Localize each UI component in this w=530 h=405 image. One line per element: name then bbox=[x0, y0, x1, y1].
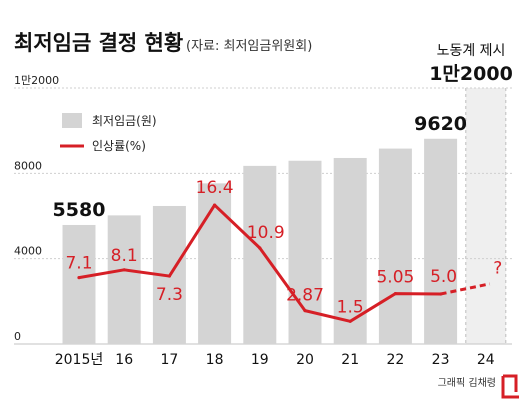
x-tick-label: 17 bbox=[160, 352, 178, 368]
x-tick-label: 23 bbox=[432, 352, 450, 368]
y-axis-ticks: 0 4000 8000 1만2000 bbox=[14, 74, 59, 343]
wage-bar bbox=[424, 138, 458, 344]
x-tick-label: 18 bbox=[206, 352, 224, 368]
y-tick-label: 0 bbox=[14, 330, 21, 343]
wage-bar-label: 9620 bbox=[414, 113, 467, 135]
wage-bar bbox=[198, 183, 232, 344]
wage-bar bbox=[107, 215, 141, 344]
y-tick-label: 4000 bbox=[14, 245, 42, 258]
y-tick-label: 1만2000 bbox=[14, 74, 59, 87]
rate-label: 16.4 bbox=[196, 178, 234, 198]
logo-icon bbox=[501, 374, 519, 399]
rate-line bbox=[77, 203, 491, 323]
rate-label: 5.0 bbox=[430, 267, 457, 287]
rate-point bbox=[393, 292, 397, 296]
x-tick-label: 20 bbox=[296, 352, 314, 368]
rate-value-labels: 7.1 8.1 7.3 16.4 10.9 2.87 1.5 5.05 5.0? bbox=[65, 178, 502, 317]
wage-bar bbox=[243, 165, 277, 344]
wage-bar bbox=[62, 224, 96, 344]
wage-bar bbox=[288, 160, 322, 344]
rate-label: 10.9 bbox=[247, 223, 285, 243]
x-tick-label: 24 bbox=[477, 352, 495, 368]
rate-label: 2.87 bbox=[286, 286, 324, 306]
rate-point bbox=[348, 319, 352, 323]
rate-projection bbox=[440, 282, 491, 296]
rate-point bbox=[303, 309, 307, 313]
graphic-credit: 그래픽 김채령 bbox=[438, 377, 496, 389]
wage-bar-label: 5580 bbox=[53, 199, 106, 221]
chart-title: 최저임금 결정 현황 bbox=[14, 31, 183, 55]
legend: 최저임금(원) 인상률(%) bbox=[60, 113, 157, 153]
bar-value-labels: 5580 9620 bbox=[53, 113, 467, 221]
rate-point bbox=[77, 276, 81, 280]
chart-source: (자료: 최저임금위원회) bbox=[186, 39, 312, 54]
x-axis-ticks: 2015년 16 17 18 19 20 21 22 23 24 bbox=[55, 352, 495, 368]
x-tick-label: 16 bbox=[115, 352, 133, 368]
legend-bar-swatch bbox=[62, 113, 82, 128]
rate-label: 7.3 bbox=[156, 285, 183, 305]
rate-point bbox=[167, 274, 171, 278]
x-tick-label: 2015년 bbox=[55, 352, 104, 368]
proposal-label: 노동계 제시 bbox=[437, 43, 506, 59]
legend-line-label: 인상률(%) bbox=[92, 139, 146, 153]
rate-point bbox=[213, 203, 217, 207]
rate-label: 8.1 bbox=[111, 246, 138, 266]
bars bbox=[62, 138, 458, 344]
wage-bar bbox=[378, 148, 412, 344]
legend-bar-label: 최저임금(원) bbox=[92, 114, 157, 128]
rate-label: 5.05 bbox=[376, 268, 414, 288]
y-tick-label: 8000 bbox=[14, 159, 42, 172]
x-tick-label: 19 bbox=[251, 352, 269, 368]
rate-label: ? bbox=[493, 259, 502, 279]
rate-point bbox=[122, 268, 126, 272]
x-tick-label: 22 bbox=[386, 352, 404, 368]
rate-label: 7.1 bbox=[65, 254, 92, 274]
rate-point bbox=[258, 246, 262, 250]
rate-label: 1.5 bbox=[337, 297, 364, 317]
x-tick-label: 21 bbox=[341, 352, 359, 368]
proposal-value: 1만2000 bbox=[429, 63, 513, 85]
proposal-column-bg bbox=[465, 88, 506, 344]
